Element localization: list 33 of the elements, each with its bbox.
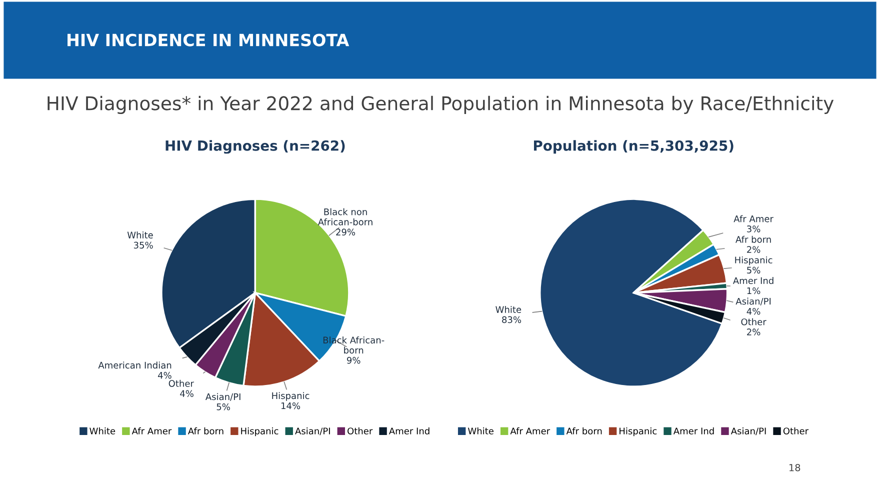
legend-label: Afr born: [566, 427, 602, 434]
text: 18: [789, 464, 800, 472]
data-label: Black non African-born 29%: [318, 208, 372, 236]
data-label: Afr Amer 3%: [734, 215, 774, 232]
data-label: Asian/PI 5%: [205, 393, 240, 410]
legend-label: Amer Ind: [388, 427, 430, 434]
legend-label: Afr Amer: [132, 427, 172, 434]
data-label: American Indian 4%: [98, 362, 172, 379]
legend-label: Afr Amer: [510, 427, 550, 434]
legend-label: Asian/PI: [730, 427, 766, 436]
legend-label: Other: [348, 427, 373, 434]
legend-label: White: [468, 427, 494, 434]
legend-label: White: [90, 427, 116, 434]
data-label: Afr born 2%: [736, 236, 771, 253]
data-label: Black African- born 9%: [323, 336, 384, 364]
legend-label: Afr born: [188, 427, 224, 434]
chart-title: Population (n=5,303,925): [534, 140, 734, 154]
data-label: Asian/PI 4%: [736, 298, 771, 315]
legend-label: Hispanic: [241, 427, 278, 436]
data-label: White 35%: [127, 231, 153, 249]
legend-label: Amer Ind: [673, 427, 714, 434]
data-label: Other 2%: [741, 318, 766, 336]
legend-label: Asian/PI: [295, 427, 330, 436]
text: HIV INCIDENCE IN MINNESOTA: [68, 34, 350, 46]
data-label: White 83%: [496, 306, 522, 324]
legend-label: Hispanic: [620, 427, 657, 436]
data-label: Other 4%: [168, 380, 194, 397]
data-label: Amer Ind 1%: [732, 277, 774, 294]
legend-label: Other: [783, 427, 809, 434]
data-label: Hispanic 5%: [735, 256, 772, 274]
chart-title: HIV Diagnoses (n=262): [166, 140, 345, 154]
text: HIV Diagnoses* in Year 2022 and General Population in Minnesota by Race/Ethnicity: [48, 96, 834, 114]
data-label: Hispanic 14%: [272, 392, 310, 410]
